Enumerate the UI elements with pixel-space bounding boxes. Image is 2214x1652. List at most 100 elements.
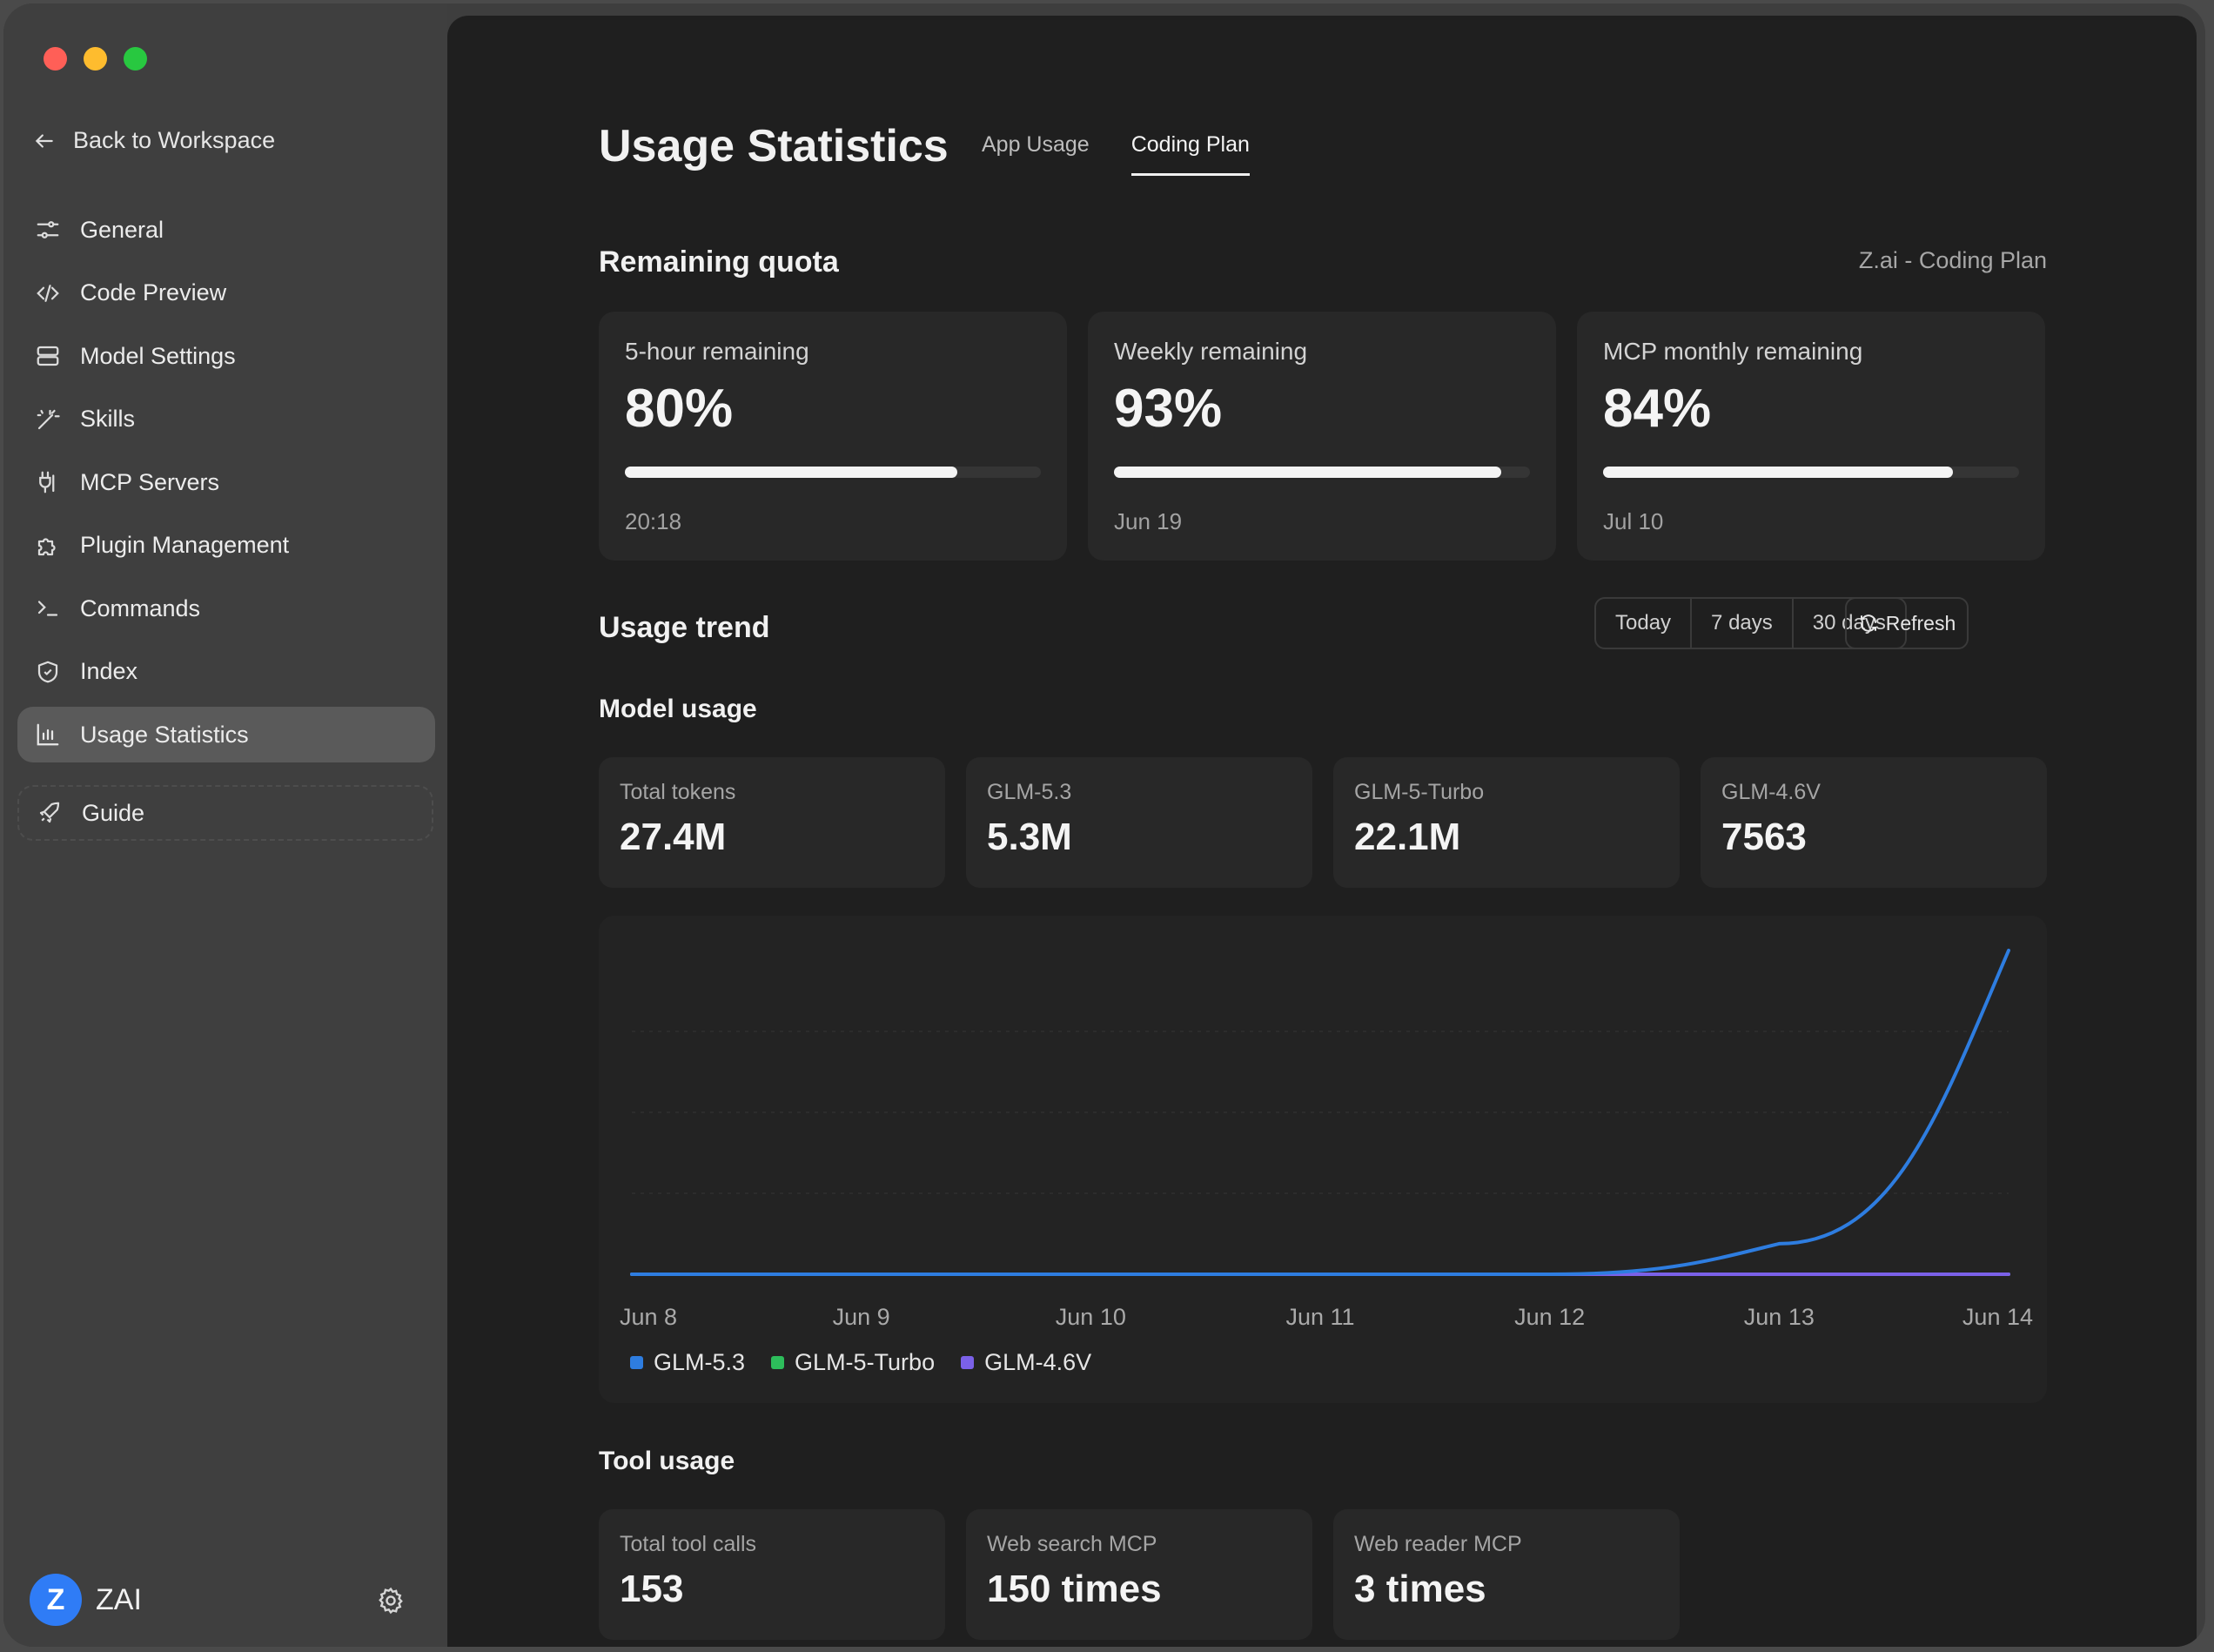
stat-card-web-search-mcp: Web search MCP 150 times [966,1509,1312,1640]
stat-value: 153 [620,1568,684,1610]
sidebar-item-label: Model Settings [80,342,236,369]
x-tick-label: Jun 13 [1744,1304,1815,1330]
stat-card-total-tool-calls: Total tool calls 153 [599,1509,945,1640]
legend-swatch [961,1356,975,1369]
rocket-icon [39,802,60,823]
quota-label: 5-hour remaining [625,338,809,365]
range-7-days-button[interactable]: 7 days [1692,599,1794,648]
stat-card-glm-4-6v: GLM-4.6V 7563 [1701,757,2047,888]
quota-progress-bar [1114,467,1530,478]
magic-wand-icon [37,409,60,429]
sidebar-item-code-preview[interactable]: Code Preview [17,265,435,321]
sidebar-item-guide[interactable]: Guide [17,785,433,841]
usage-trend-chart: Jun 8 Jun 9 Jun 10 Jun 11 Jun 12 Jun 13 Jun 14… [599,916,2047,1403]
stat-card-web-reader-mcp: Web reader MCP 3 times [1333,1509,1680,1640]
x-tick-label: Jun 9 [833,1304,890,1330]
chart-legend: GLM-5.3 GLM-5-Turbo GLM-4.6V [630,1349,1091,1376]
back-to-workspace-link[interactable]: Back to Workspace [33,127,275,154]
stat-label: GLM-4.6V [1721,780,1821,804]
model-usage-title: Model usage [599,695,757,723]
user-name: ZAI [96,1582,142,1616]
quota-progress-fill [625,467,958,478]
quota-value: 80% [625,379,734,439]
refresh-button[interactable]: Refresh [1845,597,1969,649]
refresh-icon [1860,614,1876,632]
arrow-left-icon [35,133,53,148]
stat-label: Web reader MCP [1354,1532,1522,1556]
sidebar-item-mcp-servers[interactable]: MCP Servers [17,454,435,510]
minimize-window-button[interactable] [84,47,107,71]
remaining-quota-title: Remaining quota [599,245,839,279]
tab-app-usage[interactable]: App Usage [982,132,1090,157]
stat-value: 150 times [987,1568,1162,1610]
sidebar-item-skills[interactable]: Skills [17,392,435,447]
x-tick-label: Jun 11 [1285,1304,1354,1330]
puzzle-icon [37,537,56,555]
sidebar-item-model-settings[interactable]: Model Settings [17,328,435,384]
sidebar-item-commands[interactable]: Commands [17,581,435,636]
x-tick-label: Jun 10 [1056,1304,1126,1330]
stat-label: Total tool calls [620,1532,757,1556]
sidebar-item-label: Index [80,658,138,684]
quota-reset-date: Jul 10 [1603,508,1664,534]
stat-label: Total tokens [620,780,736,804]
stat-card-glm-5-turbo: GLM-5-Turbo 22.1M [1333,757,1680,888]
quota-progress-fill [1114,467,1501,478]
zoom-window-button[interactable] [124,47,147,71]
quota-label: MCP monthly remaining [1603,338,1863,365]
main-panel: Usage Statistics App Usage Coding Plan R… [447,16,2197,1647]
sidebar-item-label: Code Preview [80,279,227,306]
sidebar-item-label: Plugin Management [80,532,290,558]
page-title: Usage Statistics [599,121,949,171]
time-range-selector: Today 7 days 30 days [1594,597,1907,649]
range-30-days-button[interactable]: 30 days [1812,611,1886,635]
sidebar-item-label: Usage Statistics [80,721,249,748]
quota-progress-fill [1603,467,1953,478]
sliders-icon [37,221,59,238]
close-window-button[interactable] [44,47,67,71]
x-tick-label: Jun 8 [620,1304,677,1330]
bar-chart-icon [37,723,59,746]
sidebar-nav: General Code Preview Model Settings Skil… [17,202,435,770]
quota-progress-bar [625,467,1041,478]
sidebar-item-label: Skills [80,406,136,432]
usage-trend-title: Usage trend [599,611,770,644]
avatar: Z [30,1574,82,1626]
stat-label: GLM-5-Turbo [1354,780,1485,804]
stat-card-total-tokens: Total tokens 27.4M [599,757,945,888]
stat-label: Web search MCP [987,1532,1157,1556]
server-icon [37,346,59,366]
stat-value: 7563 [1721,816,1807,858]
window-controls [44,47,147,71]
refresh-label: Refresh [1885,611,1956,635]
stat-value: 27.4M [620,816,727,858]
tool-usage-title: Tool usage [599,1447,735,1475]
stat-card-glm-5-3: GLM-5.3 5.3M [966,757,1312,888]
shield-icon [37,661,58,682]
terminal-icon [37,601,58,616]
quota-value: 84% [1603,379,1712,439]
stat-value: 22.1M [1354,816,1461,858]
gear-icon[interactable] [376,1586,406,1615]
user-profile[interactable]: Z ZAI [30,1574,142,1626]
sidebar-item-label: MCP Servers [80,468,220,495]
sidebar-item-index[interactable]: Index [17,644,435,700]
sidebar-item-plugin-management[interactable]: Plugin Management [17,518,435,574]
sidebar: Back to Workspace General Code Preview M… [3,3,447,1647]
quota-card-5-hour: 5-hour remaining 80% 20:18 [599,312,1067,561]
sidebar-item-general[interactable]: General [17,202,435,258]
model-usage-cards: Total tokens 27.4M GLM-5.3 5.3M GLM-5-Tu… [599,757,2047,888]
stat-value: 3 times [1354,1568,1486,1610]
series-line-glm-5-3 [630,949,2010,1276]
tab-bar: App Usage Coding Plan [982,132,1250,176]
stat-value: 5.3M [987,816,1072,858]
sidebar-item-usage-statistics[interactable]: Usage Statistics [17,707,435,762]
quota-value: 93% [1114,379,1223,439]
sidebar-item-label: General [80,216,164,243]
quota-progress-bar [1603,467,2019,478]
x-tick-label: Jun 12 [1514,1304,1585,1330]
app-window: Back to Workspace General Code Preview M… [3,3,2205,1647]
legend-swatch [630,1356,643,1369]
range-today-button[interactable]: Today [1596,599,1693,648]
tab-coding-plan[interactable]: Coding Plan [1130,132,1250,176]
